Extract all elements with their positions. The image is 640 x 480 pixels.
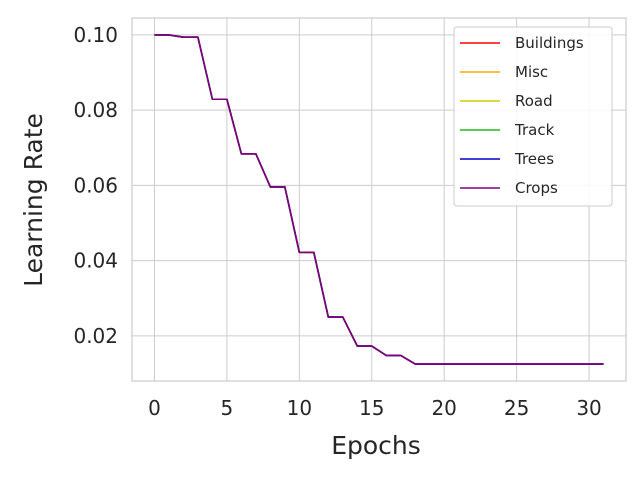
plot-frame	[131, 17, 627, 382]
legend-label-misc: Misc	[515, 63, 548, 81]
legend-label-track: Track	[514, 121, 555, 139]
series-lines	[154, 34, 604, 365]
y-tick-label: 0.04	[73, 249, 118, 273]
x-tick-label: 20	[431, 396, 456, 420]
y-axis-label: Learning Rate	[19, 113, 48, 287]
y-tick-label: 0.02	[73, 324, 118, 348]
x-tick-label: 5	[221, 396, 234, 420]
legend-label-trees: Trees	[514, 150, 554, 168]
y-tick-labels: 0.02 0.04 0.06 0.08 0.10	[73, 23, 118, 348]
legend-label-buildings: Buildings	[515, 34, 584, 52]
legend: Buildings Misc Road Track Trees Crops	[453, 26, 613, 207]
y-tick-label: 0.06	[73, 173, 118, 197]
x-tick-label: 25	[504, 396, 529, 420]
series-line-crops	[154, 34, 604, 365]
y-tick-label: 0.08	[73, 98, 118, 122]
x-axis-label: Epochs	[331, 431, 421, 460]
legend-label-road: Road	[515, 92, 553, 110]
x-tick-label: 0	[148, 396, 161, 420]
x-tick-label: 15	[359, 396, 384, 420]
x-tick-labels: 0 5 10 15 20 25 30	[148, 396, 602, 420]
y-tick-label: 0.10	[73, 23, 118, 47]
x-tick-label: 10	[287, 396, 312, 420]
x-tick-label: 30	[576, 396, 601, 420]
legend-label-crops: Crops	[515, 179, 558, 197]
